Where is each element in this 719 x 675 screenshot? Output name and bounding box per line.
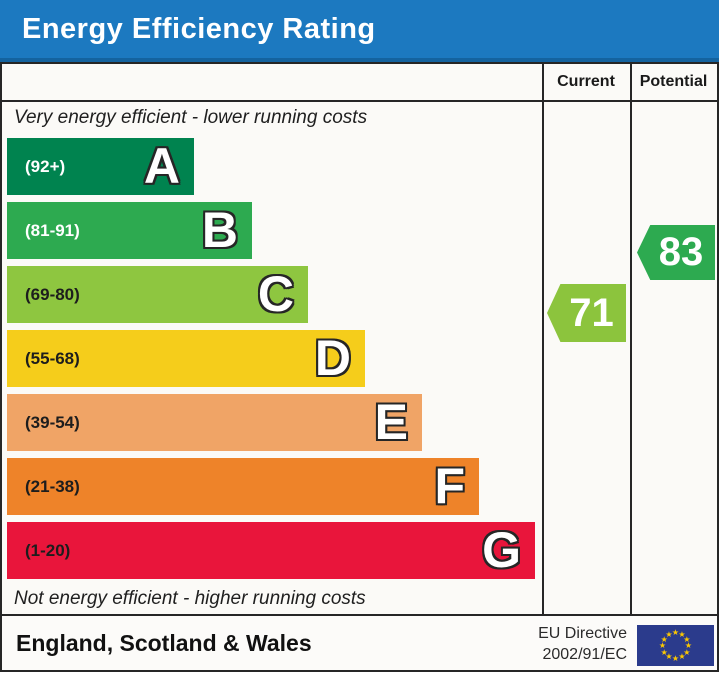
band-f-range: (21-38) <box>25 476 80 496</box>
band-e-range: (39-54) <box>25 412 80 432</box>
rating-chart: Current Potential Very energy efficient … <box>0 62 719 616</box>
eu-star-icon: ★ <box>678 629 686 639</box>
eu-star-icon: ★ <box>671 628 680 637</box>
eu-star-icon: ★ <box>671 654 680 663</box>
band-b-range: (81-91) <box>25 220 80 240</box>
band-d-range: (55-68) <box>25 348 80 368</box>
table-header-row <box>2 64 717 102</box>
eu-star-icon: ★ <box>683 634 691 644</box>
footer: England, Scotland & Wales EU Directive 2… <box>0 616 719 672</box>
eu-star-icon: ★ <box>683 647 691 657</box>
column-header-potential: Potential <box>639 73 708 90</box>
band-a-letter: A <box>143 138 180 194</box>
band-c-range: (69-80) <box>25 284 80 304</box>
current-rating-badge: 71 <box>547 284 626 342</box>
current-column-divider <box>542 64 544 614</box>
band-c: (69-80) C <box>7 266 308 323</box>
band-f-letter: F <box>434 458 465 514</box>
band-f: (21-38) F <box>7 458 479 515</box>
eu-star-icon: ★ <box>684 641 693 650</box>
band-e-letter: E <box>374 394 408 450</box>
eu-flag-icon: ★ ★ ★ ★ ★ ★ ★ ★ ★ ★ ★ ★ <box>637 625 714 666</box>
eu-directive-label: EU Directive 2002/91/EC <box>538 623 627 665</box>
eu-star-icon: ★ <box>660 647 668 657</box>
band-b: (81-91) B <box>7 202 252 259</box>
eu-star-icon: ★ <box>658 641 667 650</box>
band-g: (1-20) G <box>7 522 535 579</box>
potential-rating-badge: 83 <box>637 225 715 280</box>
band-a: (92+) A <box>7 138 194 195</box>
potential-rating-value: 83 <box>658 230 704 274</box>
column-header-current: Current <box>557 73 615 90</box>
band-d-letter: D <box>314 330 351 386</box>
bottom-annotation: Not energy efficient - higher running co… <box>14 588 366 609</box>
band-d: (55-68) D <box>7 330 365 387</box>
eu-star-icon: ★ <box>665 652 673 662</box>
potential-column-divider <box>630 64 632 614</box>
band-e: (39-54) E <box>7 394 422 451</box>
band-a-range: (92+) <box>25 156 66 176</box>
eu-star-icon: ★ <box>678 652 686 662</box>
eu-directive-line1: EU Directive <box>538 625 627 642</box>
eu-star-icon: ★ <box>660 634 668 644</box>
eu-star-icon: ★ <box>665 629 673 639</box>
band-g-range: (1-20) <box>25 540 71 560</box>
region-label: England, Scotland & Wales <box>16 629 312 656</box>
band-b-letter: B <box>201 202 238 258</box>
eu-directive-line2: 2002/91/EC <box>542 646 627 663</box>
band-g-letter: G <box>482 522 521 578</box>
title-bar: Energy Efficiency Rating <box>0 0 719 62</box>
band-c-letter: C <box>257 266 294 322</box>
page-title: Energy Efficiency Rating <box>22 12 376 45</box>
top-annotation: Very energy efficient - lower running co… <box>14 107 368 128</box>
current-rating-value: 71 <box>569 290 614 335</box>
